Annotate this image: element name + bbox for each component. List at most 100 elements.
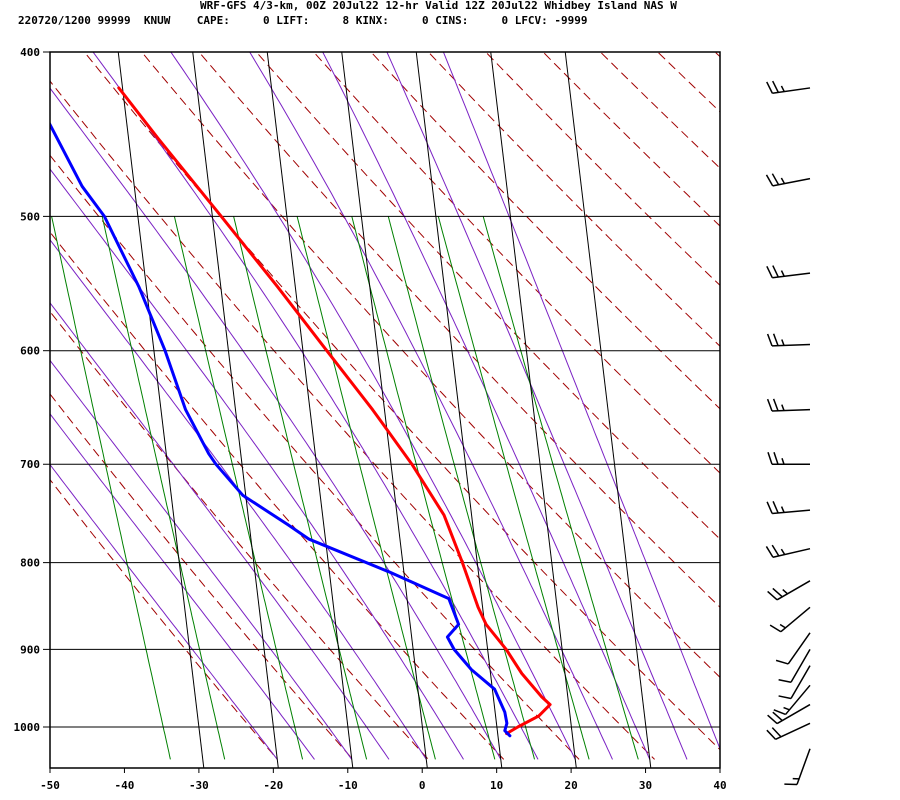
wind-barb <box>769 606 811 633</box>
wind-barb-feather <box>766 333 773 347</box>
dry-adiabat <box>50 478 278 760</box>
dry-adiabat <box>752 33 900 759</box>
dry-adiabat <box>50 231 505 760</box>
pressure-tick-label: 500 <box>20 210 40 223</box>
dry-adiabat <box>542 52 720 227</box>
wind-barb <box>778 649 811 684</box>
grid-lines <box>50 51 720 769</box>
isotherm <box>564 51 652 769</box>
moist-adiabat <box>92 52 539 760</box>
temperature-tick-label: -40 <box>115 779 135 792</box>
wind-barb-feather <box>772 80 779 93</box>
wind-barb-feather <box>766 398 773 412</box>
wind-barb-feather <box>772 711 783 722</box>
wind-barb-staff <box>790 665 811 699</box>
wind-barb-feather <box>765 174 774 187</box>
wind-barbs <box>765 80 811 786</box>
wind-barb-feather <box>771 727 782 738</box>
wind-barb <box>766 265 811 279</box>
wind-barb-staff <box>787 632 811 665</box>
wind-barb-staff <box>784 684 811 715</box>
wind-barb-feather <box>767 714 778 725</box>
wind-barb-staff <box>775 722 811 741</box>
wind-barb-staff <box>796 748 811 785</box>
pressure-tick-label: 900 <box>20 643 40 656</box>
wind-barb <box>784 748 811 786</box>
mixing-ratio-line <box>101 216 226 760</box>
temperature-tick-label: -30 <box>189 779 209 792</box>
wind-barb-staff <box>772 177 811 187</box>
pressure-tick-label: 1000 <box>14 721 41 734</box>
isotherm <box>117 51 205 769</box>
wind-barb-feather <box>771 544 780 557</box>
wind-barb <box>765 544 811 558</box>
wind-barb <box>766 722 811 741</box>
dry-adiabat <box>50 310 429 760</box>
wind-barb-feather <box>766 729 777 740</box>
wind-barb <box>767 703 811 725</box>
wind-barb-feather <box>765 546 774 558</box>
dry-adiabat <box>50 154 580 760</box>
wind-barb <box>766 80 811 94</box>
wind-barb-feather <box>775 659 789 665</box>
wind-barb <box>766 398 811 412</box>
isotherm <box>341 51 428 769</box>
wind-barb-staff <box>771 343 811 347</box>
wind-barb-feather <box>773 709 786 716</box>
pressure-tick-label: 800 <box>20 557 40 570</box>
wind-barb-feather <box>766 265 773 279</box>
temperature-tick-label: 0 <box>419 779 426 792</box>
wind-barb <box>778 665 811 700</box>
isotherm <box>266 51 354 769</box>
temperature-tick-label: 40 <box>713 779 726 792</box>
wind-barb-feather <box>766 81 774 94</box>
moist-adiabat <box>442 52 720 751</box>
temperature-tick-label: -10 <box>338 779 358 792</box>
temperature-axis: -50 -40 -30 -20 -10 0 10 20 30 40 <box>40 768 727 792</box>
wind-barb-feather <box>772 587 783 598</box>
wind-barb-half-feather <box>780 85 785 92</box>
wind-barb-feather <box>767 590 778 601</box>
sounding-title: WRF-GFS 4/3-km, 00Z 20Jul22 12-hr Valid … <box>200 0 677 12</box>
moist-adiabat <box>50 87 502 760</box>
wind-barb-feather <box>772 265 779 278</box>
pressure-axis: 400 500 600 700 800 900 1000 <box>14 46 50 734</box>
wind-barb-half-feather <box>782 589 788 595</box>
moist-adiabat <box>50 359 353 760</box>
wind-barb-feather <box>778 695 792 700</box>
dry-adiabat <box>809 33 900 759</box>
moist-adiabat <box>249 52 613 760</box>
wind-barb-feather <box>766 501 773 514</box>
moist-adiabat <box>50 413 315 760</box>
wind-barb-half-feather <box>781 458 785 465</box>
temperature-tick-label: 20 <box>564 779 577 792</box>
mixing-ratio-line <box>437 216 590 760</box>
wind-barb-feather <box>772 333 779 346</box>
dry-adiabat <box>198 52 720 608</box>
plot-frame <box>49 51 721 769</box>
wind-barb-feather <box>767 452 773 465</box>
wind-barb-half-feather <box>779 623 786 629</box>
pressure-tick-label: 700 <box>20 458 40 471</box>
wind-barb-feather <box>778 679 792 684</box>
wind-barb-staff <box>772 272 811 279</box>
isotherm <box>192 51 279 769</box>
mixing-ratio-line <box>233 216 368 760</box>
wind-barb <box>766 333 811 347</box>
wind-barb-staff <box>772 509 811 515</box>
dewpoint-profile <box>50 121 512 738</box>
profiles <box>50 86 552 738</box>
wind-barb-staff <box>776 580 811 601</box>
temperature-tick-label: 30 <box>639 779 652 792</box>
pressure-tick-label: 400 <box>20 46 40 59</box>
wind-barb-staff <box>772 547 811 558</box>
wind-barb-staff <box>780 606 811 633</box>
sounding-indices: 220720/1200 99999 KNUW CAPE: 0 LIFT: 8 K… <box>18 14 588 27</box>
wind-barb-staff <box>790 649 811 683</box>
wind-barb-half-feather <box>781 404 785 411</box>
temperature-tick-label: 10 <box>490 779 503 792</box>
dry-adiabat <box>866 33 900 759</box>
dry-adiabat <box>427 52 720 347</box>
wind-barb-staff <box>772 87 811 94</box>
dry-adiabat <box>141 52 720 679</box>
